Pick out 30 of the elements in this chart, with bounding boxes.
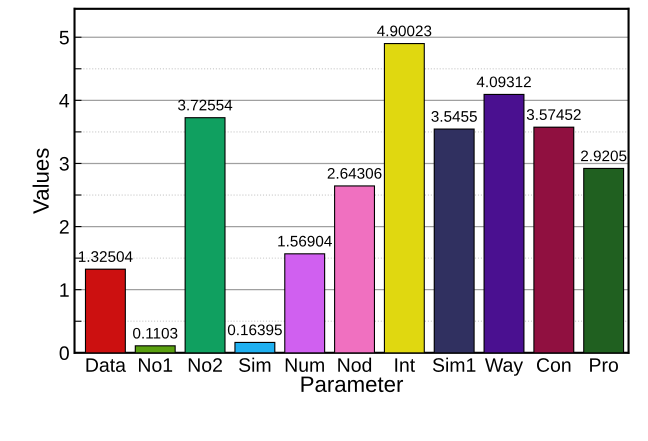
y-tick-label: 1 [60,283,69,297]
y-tick-label: 2 [60,220,69,234]
y-axis-title: Values [32,148,49,214]
x-tick-label: Pro [590,358,618,372]
data-label: 3.5455 [431,111,477,122]
x-tick-label: Way [485,358,524,376]
data-label: 0.16395 [228,324,282,336]
data-label: 4.90023 [377,26,432,36]
data-label: 2.9205 [581,150,626,162]
y-tick-label: 4 [59,94,70,108]
data-label: 3.72554 [178,100,232,110]
y-tick-label: 3 [60,156,69,171]
x-tick-label: Nod [338,358,372,372]
x-tick-label: Con [536,358,570,372]
x-tick-label: Int [395,358,416,372]
x-tick-label: Sim [239,358,270,372]
data-label: 4.09312 [476,76,531,88]
data-label: 2.64306 [328,168,382,179]
x-tick-label: Sim1 [432,358,476,372]
data-label: 1.32504 [78,251,133,262]
x-tick-label: No1 [138,358,172,372]
x-axis-title: Parameter [301,376,404,392]
x-tick-label: Data [86,358,126,372]
data-label: 0.1103 [133,328,178,339]
data-label: 1.56904 [278,236,332,247]
x-tick-label: No2 [188,358,222,372]
y-tick-label: 5 [60,30,69,44]
x-tick-label: Num [286,358,324,372]
data-label: 3.57452 [526,109,581,120]
y-tick-label: 0 [60,346,69,360]
